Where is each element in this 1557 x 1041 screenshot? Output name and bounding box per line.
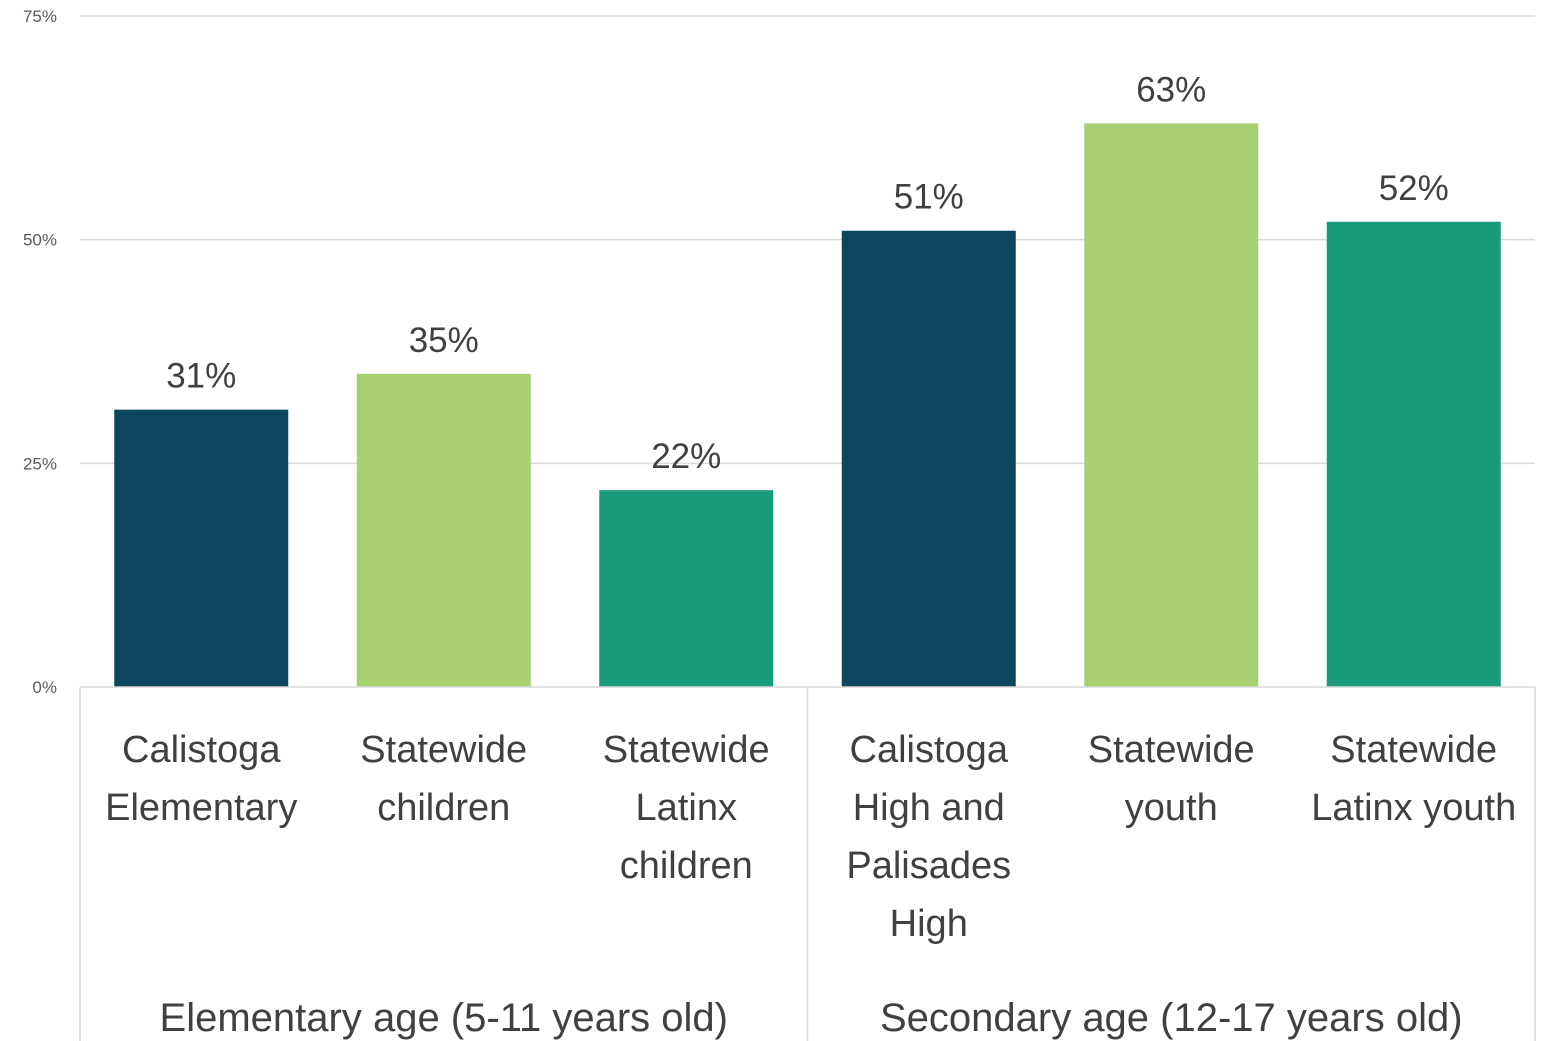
category-label: Statewide Latinx youth: [1311, 729, 1516, 829]
category-label: Statewide children: [360, 729, 527, 829]
bars: [114, 123, 1501, 688]
group-label: Secondary age (12-17 years old): [880, 996, 1463, 1040]
data-label: 31%: [166, 357, 236, 396]
data-label: 63%: [1136, 70, 1206, 109]
y-tick-label: 75%: [23, 7, 57, 26]
bar: [356, 373, 531, 687]
category-labels: Calistoga Elementary Statewide children Stat…: [105, 729, 1516, 945]
bar: [599, 490, 774, 687]
y-tick-label: 25%: [23, 454, 57, 473]
data-label: 22%: [651, 437, 721, 476]
bar: [1326, 221, 1501, 688]
bar: [114, 409, 289, 687]
group-labels: Elementary age (5-11 years old) Secondary…: [160, 996, 1463, 1040]
category-axis: [79, 686, 1536, 1041]
bar: [841, 230, 1016, 687]
group-label: Elementary age (5-11 years old): [160, 996, 728, 1040]
y-axis-tick-labels: 0% 25% 50% 75%: [23, 7, 57, 697]
data-label: 35%: [409, 321, 479, 360]
data-labels: 31% 35% 22% 51% 63% 52%: [166, 70, 1449, 476]
bar: [1084, 123, 1259, 688]
data-label: 51%: [894, 178, 964, 217]
category-label: Statewide Latinx children: [603, 729, 770, 887]
category-label: Calistoga Elementary: [105, 729, 297, 829]
data-label: 52%: [1379, 169, 1449, 208]
y-tick-label: 50%: [23, 231, 57, 250]
category-label: Statewide youth: [1088, 729, 1255, 829]
y-tick-label: 0%: [32, 678, 57, 697]
gridlines: [80, 15, 1535, 465]
category-label: Calistoga High and Palisades High: [846, 729, 1011, 945]
